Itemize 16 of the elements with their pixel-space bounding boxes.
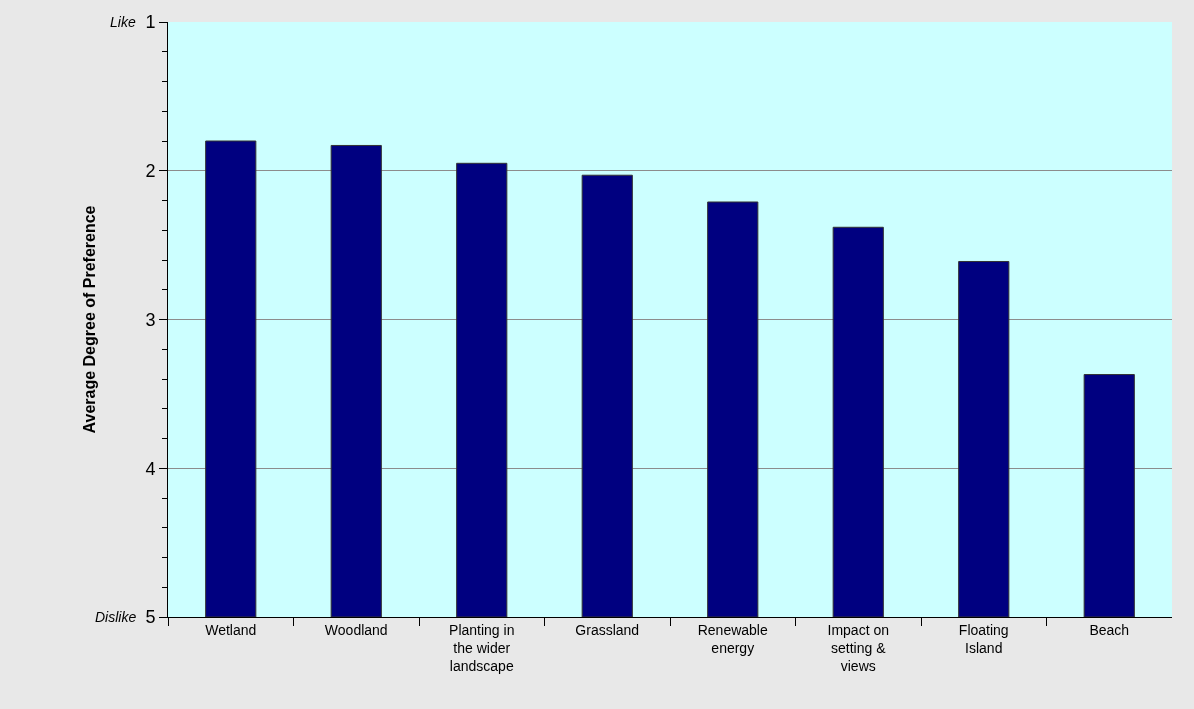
- y-tick-label: 3: [145, 309, 156, 330]
- x-tick-label: Woodland: [324, 621, 388, 638]
- text: Like: [110, 14, 136, 30]
- x-tick-label: Beach: [1089, 621, 1130, 638]
- y-tick-label: 4: [145, 458, 156, 479]
- y-tick-label: 5: [145, 607, 156, 628]
- text: Dislike: [95, 609, 137, 625]
- x-tick-label: Impact on setting & views: [827, 621, 889, 675]
- x-tick-label: Planting in the wider landscape: [449, 621, 515, 675]
- y-tick-label: 1: [145, 12, 156, 33]
- x-tick-label: Grassland: [575, 621, 640, 638]
- x-tick-label: Floating Island: [958, 621, 1009, 656]
- y-axis-title: Average Degree of Preference: [81, 205, 99, 434]
- x-tick-label: Renewable energy: [697, 621, 768, 656]
- y-tick-label: 2: [145, 161, 156, 182]
- x-tick-label: Wetland: [205, 621, 257, 638]
